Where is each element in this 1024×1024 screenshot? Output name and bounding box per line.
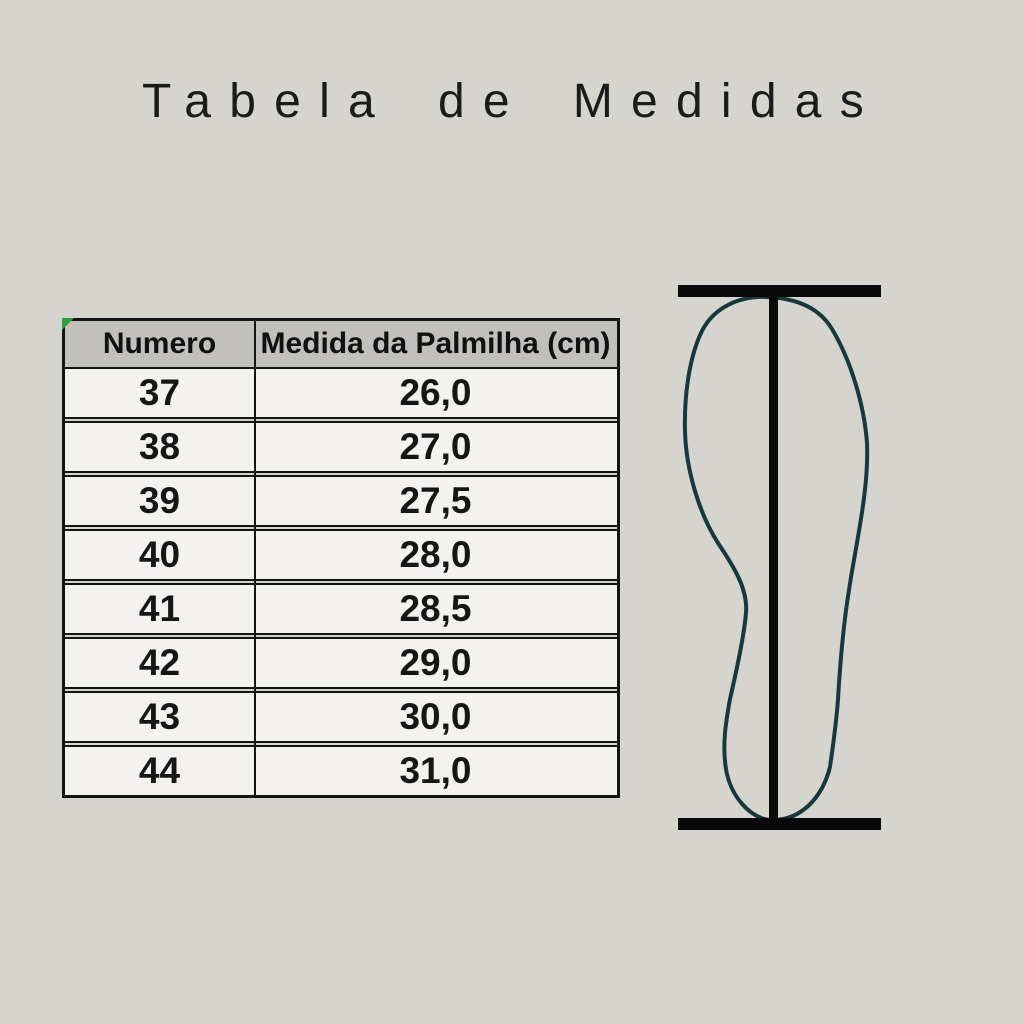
column-divider (254, 321, 256, 795)
table-row: 40 28,0 (65, 529, 617, 581)
measure-cell: 28,0 (399, 534, 472, 575)
table-row: 39 27,5 (65, 475, 617, 527)
size-cell: 44 (138, 750, 181, 791)
measure-top-bar-icon (678, 285, 881, 297)
measure-cell: 31,0 (399, 750, 472, 791)
measure-cell: 28,5 (399, 588, 472, 629)
table-row: 38 27,0 (65, 421, 617, 473)
size-cell: 37 (138, 372, 181, 413)
size-table: Numero Medida da Palmilha (cm) 37 26,0 3… (62, 318, 620, 798)
measure-cell: 26,0 (399, 372, 472, 413)
size-cell: 39 (138, 480, 181, 521)
page-title: Tabela de Medidas (142, 75, 882, 128)
table-row: 43 30,0 (65, 691, 617, 743)
cell-corner-marker (62, 318, 74, 330)
measure-vertical-line-icon (769, 285, 778, 830)
column-header-medida: Medida da Palmilha (cm) (260, 327, 611, 360)
size-cell: 41 (138, 588, 181, 629)
table-row: 41 28,5 (65, 583, 617, 635)
column-header-numero: Numero (102, 327, 217, 360)
measure-bottom-bar-icon (678, 818, 881, 830)
table-row: 42 29,0 (65, 637, 617, 689)
table-header-row: Numero Medida da Palmilha (cm) (65, 321, 617, 369)
table-row: 37 26,0 (65, 369, 617, 419)
insole-outline-icon (682, 294, 870, 823)
size-cell: 43 (138, 696, 181, 737)
measure-cell: 27,0 (399, 426, 472, 467)
measure-cell: 29,0 (399, 642, 472, 683)
measure-cell: 30,0 (399, 696, 472, 737)
table-row: 44 31,0 (65, 745, 617, 795)
size-cell: 40 (138, 534, 181, 575)
size-cell: 42 (138, 642, 181, 683)
size-cell: 38 (138, 426, 181, 467)
insole-measure-illustration (678, 285, 881, 830)
measure-cell: 27,5 (399, 480, 472, 521)
